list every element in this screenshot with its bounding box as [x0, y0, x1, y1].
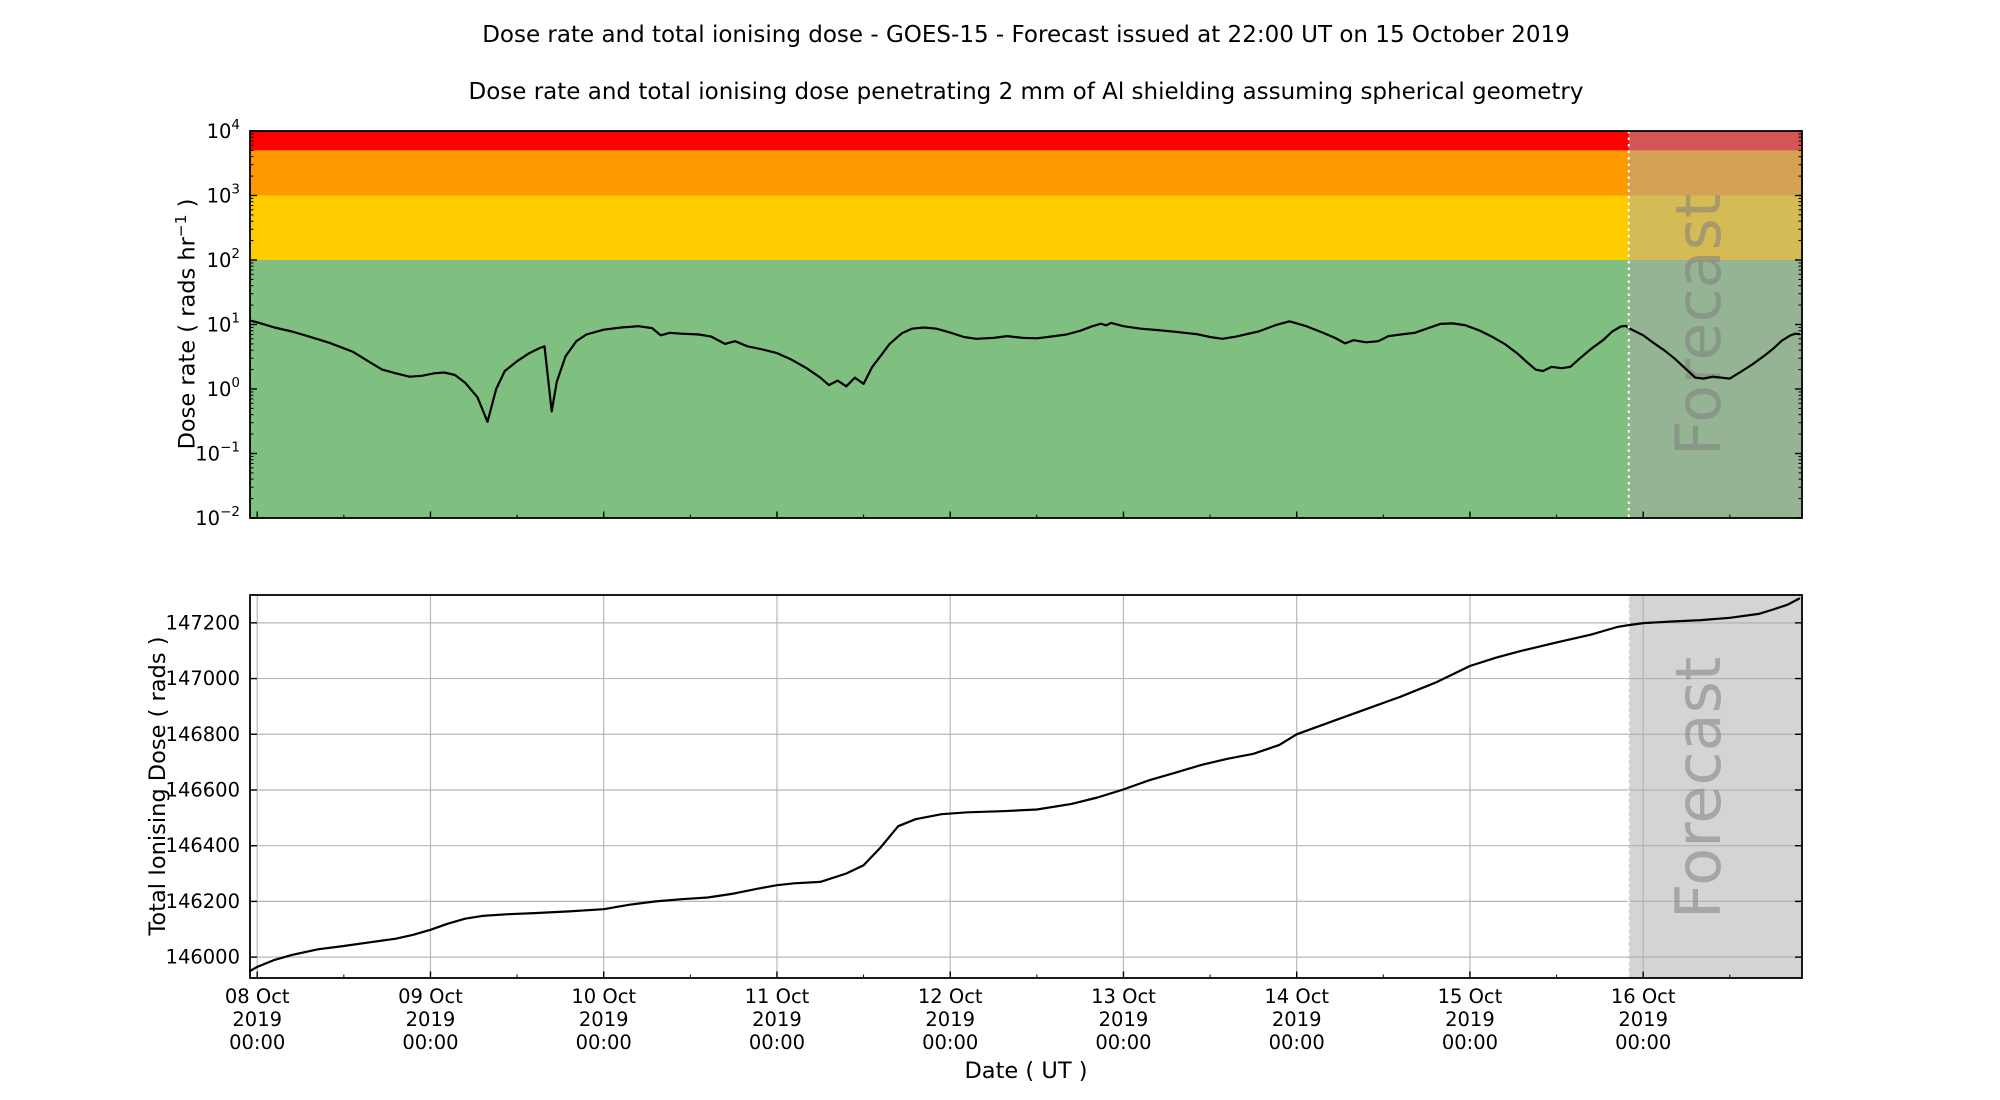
xtick-label: 00:00 — [402, 1031, 458, 1054]
band-yellow — [250, 195, 1802, 260]
bottom-axes-spine — [249, 594, 1803, 979]
tspan: 10 — [207, 314, 232, 337]
tspan: 10 — [195, 443, 220, 466]
forecast-watermark: Forecast — [1662, 657, 1735, 919]
xtick-label: 00:00 — [1442, 1031, 1498, 1054]
xtick-label: 00:00 — [922, 1031, 978, 1054]
band-green — [250, 260, 1802, 518]
xtick-label: 15 Oct — [1438, 985, 1503, 1008]
x-axis-label: Date ( UT ) — [964, 1058, 1088, 1084]
total-dose-line — [248, 597, 1801, 973]
ytick-label: 10−1 — [195, 440, 240, 466]
total-dose-ylabel: Total Ionising Dose ( rads ) — [145, 636, 171, 936]
xtick-label: 16 Oct — [1611, 985, 1676, 1008]
xtick-label: 09 Oct — [398, 985, 463, 1008]
forecast-watermark: Forecast — [1662, 194, 1735, 456]
xtick-label: 00:00 — [1615, 1031, 1671, 1054]
xtick-label: 2019 — [1618, 1008, 1668, 1031]
band-red — [250, 131, 1802, 151]
figure-subtitle: Dose rate and total ionising dose penetr… — [468, 79, 1584, 105]
xtick-label: 13 Oct — [1091, 985, 1156, 1008]
ytick-label: 102 — [207, 246, 240, 272]
xtick-label: 00:00 — [1269, 1031, 1325, 1054]
xtick-label: 2019 — [579, 1008, 629, 1031]
ytick-label: 146200 — [166, 890, 240, 913]
ytick-label: 146000 — [166, 946, 240, 969]
xtick-label: 14 Oct — [1264, 985, 1329, 1008]
tspan: −2 — [220, 504, 240, 520]
xtick-label: 2019 — [232, 1008, 282, 1031]
ytick-label: 104 — [207, 117, 240, 143]
tspan: 0 — [231, 375, 240, 391]
tspan: 10 — [207, 249, 232, 272]
tspan: 2 — [231, 246, 240, 262]
xtick-label: 10 Oct — [571, 985, 636, 1008]
tspan: 10 — [207, 120, 232, 143]
ytick-label: 146800 — [166, 723, 240, 746]
ytick-label: 147000 — [166, 667, 240, 690]
xtick-label: 00:00 — [229, 1031, 285, 1054]
forecast-overlay — [1628, 595, 1802, 978]
xtick-label: 2019 — [1099, 1008, 1149, 1031]
tspan: 10 — [207, 185, 232, 208]
forecast-overlay — [1628, 131, 1802, 518]
xtick-label: 00:00 — [576, 1031, 632, 1054]
tspan: 3 — [231, 182, 240, 198]
dose-rate-ylabel: Dose rate ( rads hr−1 ) — [171, 198, 201, 450]
ytick-label: 103 — [207, 182, 240, 208]
ytick-label: 147200 — [166, 611, 240, 634]
tspan: −1 — [220, 440, 240, 456]
ytick-label: 101 — [207, 311, 240, 337]
tspan: 1 — [231, 311, 240, 327]
xtick-label: 11 Oct — [745, 985, 810, 1008]
tspan: 10 — [195, 507, 220, 530]
total-dose-chart: Forecast 146000 146200 146400 146600 146800 14… — [166, 594, 1803, 1054]
ytick-label: 100 — [207, 375, 240, 401]
xtick-label: 00:00 — [749, 1031, 805, 1054]
xtick-label: 2019 — [752, 1008, 802, 1031]
band-orange — [250, 150, 1802, 196]
xtick-label: 08 Oct — [225, 985, 290, 1008]
xtick-label: 12 Oct — [918, 985, 983, 1008]
xtick-label: 2019 — [1445, 1008, 1495, 1031]
ytick-label: 146600 — [166, 778, 240, 801]
ytick-label: 146400 — [166, 834, 240, 857]
tspan: 10 — [207, 378, 232, 401]
ytick-label: 10−2 — [195, 504, 240, 530]
xtick-label: 2019 — [925, 1008, 975, 1031]
xtick-label: 2019 — [406, 1008, 456, 1031]
xtick-label: 00:00 — [1095, 1031, 1151, 1054]
figure-title: Dose rate and total ionising dose - GOES… — [482, 22, 1570, 48]
xtick-label: 2019 — [1272, 1008, 1322, 1031]
tspan: 4 — [231, 117, 240, 133]
dose-rate-line — [248, 319, 1801, 423]
